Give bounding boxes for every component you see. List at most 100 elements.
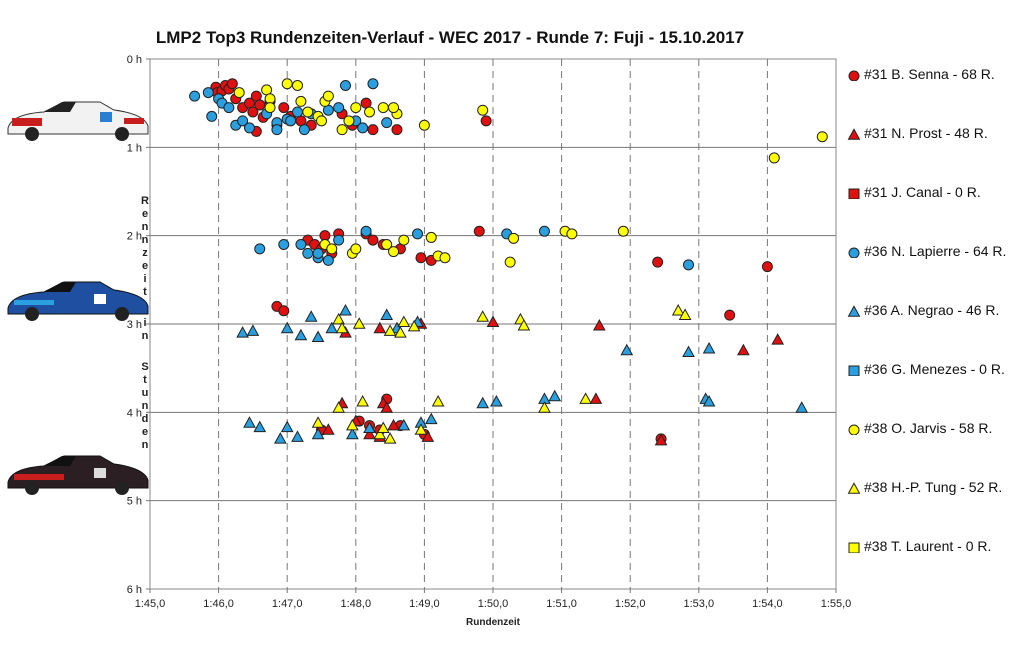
data-point (360, 225, 372, 237)
data-point (654, 433, 668, 446)
data-point (538, 401, 551, 413)
data-point (617, 225, 629, 237)
data-point (346, 427, 359, 440)
data-point (397, 418, 411, 431)
data-point (298, 124, 310, 136)
series-6 (233, 78, 828, 268)
data-point (702, 394, 716, 407)
data-point (476, 310, 490, 322)
data-point (202, 87, 214, 99)
data-point (325, 321, 339, 334)
x-tick-label: 1:51,0 (546, 598, 577, 610)
x-tick-label: 1:49,0 (409, 598, 440, 610)
y-tick-label: 3 h (127, 319, 142, 331)
data-point (236, 326, 249, 338)
y-axis-label-char: n (141, 330, 149, 342)
data-point (278, 305, 290, 317)
legend-item: #36 A. Negrao - 46 R. (846, 300, 999, 320)
y-axis-label-char: e (141, 208, 149, 220)
data-point (424, 412, 438, 425)
series-3 (189, 78, 695, 271)
series-4 (236, 304, 809, 444)
y-axis-label-char: S (141, 361, 149, 373)
data-point (367, 78, 379, 90)
data-point (477, 104, 489, 116)
data-point (322, 423, 335, 435)
legend-item: #38 T. Laurent - 0 R. (846, 536, 991, 556)
y-axis-label-char: t (143, 374, 147, 386)
data-point (387, 418, 400, 431)
data-point (333, 234, 345, 246)
data-point (335, 321, 349, 334)
data-point (579, 392, 592, 404)
y-axis-label-char: n (141, 400, 149, 412)
data-point (383, 432, 397, 444)
car-31-icon (7, 101, 149, 141)
x-tick-label: 1:50,0 (478, 598, 509, 610)
legend-label: #31 N. Prost - 48 R. (864, 125, 988, 141)
x-tick-label: 1:46,0 (203, 598, 234, 610)
data-point (322, 90, 334, 102)
data-point (356, 394, 370, 407)
x-tick-label: 1:55,0 (821, 598, 852, 610)
data-point (264, 102, 276, 114)
data-point (761, 261, 773, 273)
x-tick-label: 1:52,0 (615, 598, 646, 610)
data-point (380, 308, 394, 320)
data-point (206, 110, 218, 122)
data-point (538, 225, 550, 237)
legend-symbol (848, 188, 860, 199)
legend-label: #36 A. Negrao - 46 R. (864, 302, 1000, 318)
y-axis-label-char: e (141, 426, 149, 438)
x-axis-label: Rundenzeit (466, 617, 521, 628)
data-point (316, 115, 327, 127)
data-point (278, 239, 290, 250)
axes: 1:45,0 1:46,0 1:47,0 1:48,0 1:49,0 1:50,0 1:51… (127, 54, 852, 628)
data-point (771, 333, 785, 345)
data-point (394, 326, 407, 338)
data-point (388, 246, 400, 258)
data-point (398, 234, 410, 246)
legend-item: #36 G. Menezes - 0 R. (846, 359, 1005, 379)
x-tick-label: 1:54,0 (752, 598, 783, 610)
data-point (381, 117, 393, 129)
data-point (350, 243, 362, 255)
data-point (312, 247, 324, 259)
legend-item: #38 H.-P. Tung - 52 R. (846, 477, 1002, 497)
x-tick-label: 1:47,0 (272, 598, 303, 610)
legend-symbol (847, 128, 860, 140)
car-36-icon (7, 281, 149, 321)
data-point (473, 225, 485, 237)
legend-symbol (848, 70, 860, 81)
legend-item: #31 B. Senna - 68 R. (846, 64, 995, 84)
data-point (302, 247, 314, 259)
data-point (381, 239, 393, 250)
x-tick-label: 1:45,0 (135, 598, 166, 610)
y-tick-label: 5 h (127, 496, 142, 508)
data-point (295, 239, 307, 250)
data-point (373, 321, 387, 334)
data-point (281, 78, 293, 90)
data-point (363, 421, 376, 434)
data-point (273, 432, 287, 444)
data-point (189, 90, 201, 102)
data-point (652, 256, 664, 268)
legend-symbol (848, 365, 860, 376)
data-point (291, 430, 304, 442)
data-point (346, 418, 359, 431)
data-point (439, 252, 451, 264)
y-axis-label-char: n (141, 234, 149, 246)
y-axis-label-char: e (141, 260, 149, 272)
data-point (294, 328, 308, 341)
data-point (357, 122, 369, 134)
data-point (724, 309, 736, 321)
data-point (311, 427, 325, 440)
data-point (682, 345, 695, 358)
data-point (418, 119, 430, 131)
data-point (233, 87, 245, 99)
legend-label: #38 T. Laurent - 0 R. (864, 538, 992, 554)
data-point (412, 228, 424, 240)
legend-symbol (847, 482, 860, 494)
y-axis-label-char: n (141, 221, 149, 233)
